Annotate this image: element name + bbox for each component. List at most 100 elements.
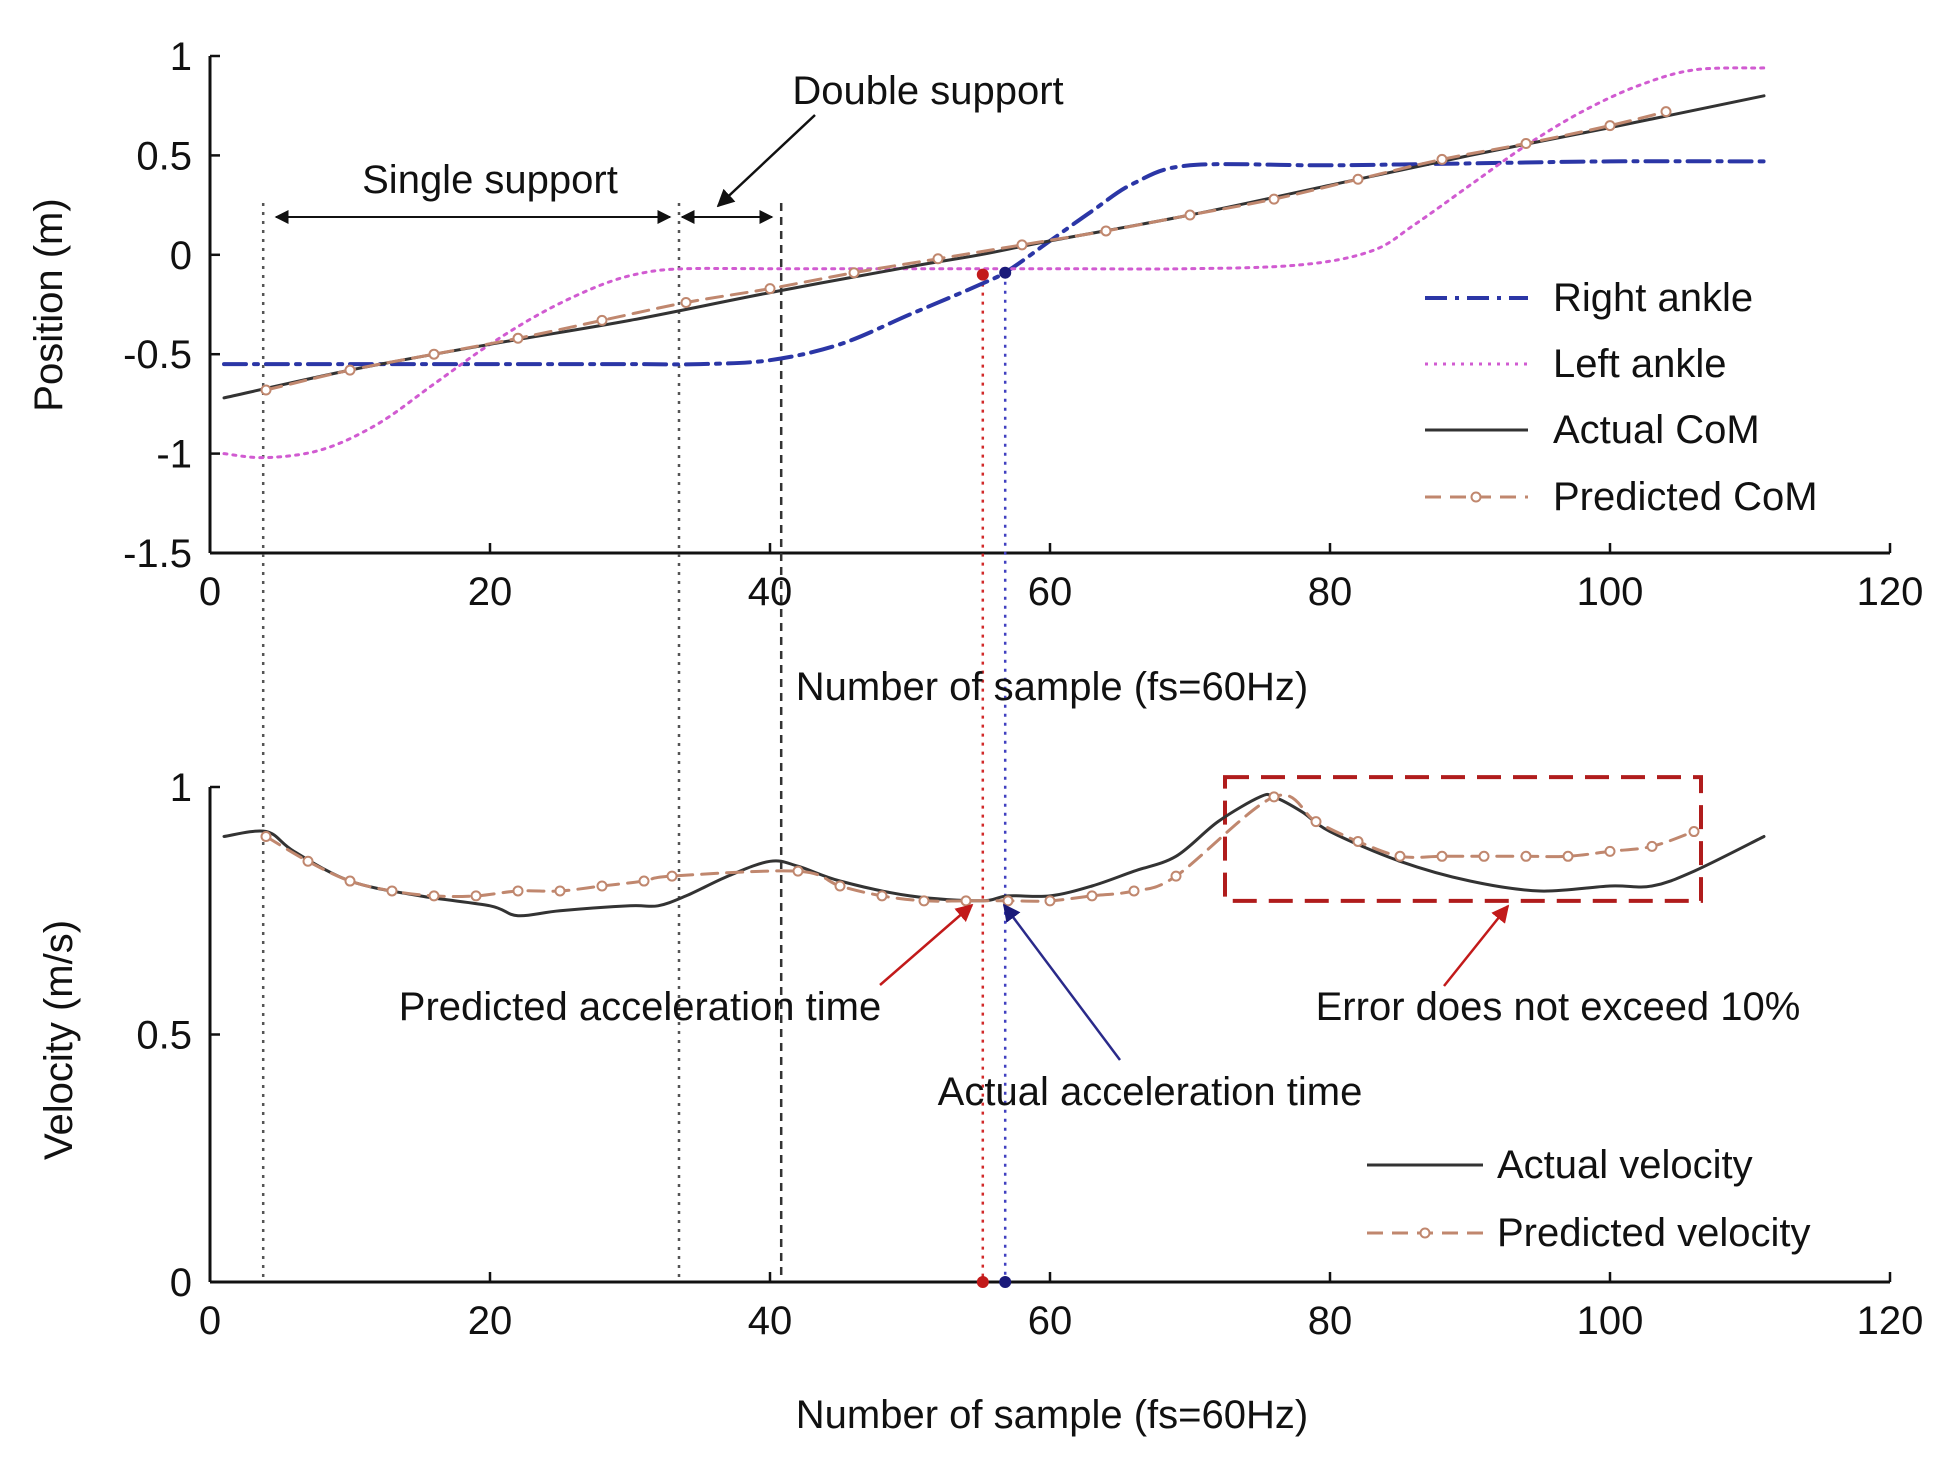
velocity-point-predicted-velocity	[1170, 870, 1182, 882]
velocity-series-group	[222, 791, 1766, 918]
position-series-left-ankle	[222, 66, 1766, 460]
velocity-point-predicted-velocity	[386, 885, 398, 897]
position-gridless-axes: 0 20 40 60 80 100 120 1 0.5 0 -0.5 -1 -1.5	[123, 35, 1923, 614]
velocity-axes: 0 20 40 60 80 100 120 1 0.5 0	[136, 766, 1923, 1343]
position-accel-marker	[976, 268, 989, 281]
velocity-error-box-group	[1223, 775, 1703, 903]
position-point-predicted-com	[1184, 209, 1196, 221]
position-y-tick-label: -0.5	[123, 333, 192, 377]
legend-marker-predicted-velocity	[1419, 1227, 1431, 1239]
legend-label-predicted-com: Predicted CoM	[1553, 475, 1818, 519]
velocity-accel-marker	[976, 1276, 989, 1288]
position-x-tick-label: 60	[1028, 570, 1073, 614]
support-annotations: Single support Double support	[274, 69, 1064, 224]
velocity-point-predicted-velocity	[344, 875, 356, 887]
velocity-point-predicted-velocity	[1436, 850, 1448, 862]
velocity-markers-group	[976, 1276, 1012, 1288]
velocity-point-predicted-velocity	[1044, 895, 1056, 907]
position-point-predicted-com	[1016, 239, 1028, 251]
velocity-y-tick-label: 0	[170, 1261, 192, 1305]
velocity-point-predicted-velocity	[1002, 895, 1014, 907]
velocity-point-predicted-velocity	[876, 890, 888, 902]
position-point-predicted-com	[512, 332, 524, 344]
velocity-point-predicted-velocity	[1128, 885, 1140, 897]
velocity-point-predicted-velocity	[1394, 850, 1406, 862]
position-point-predicted-com	[1604, 120, 1616, 132]
velocity-panel: 0 20 40 60 80 100 120 1 0.5 0 Number of sample (f…	[37, 766, 1923, 1437]
velocity-point-predicted-velocity	[1478, 850, 1490, 862]
position-point-predicted-com	[1520, 137, 1532, 149]
velocity-point-predicted-velocity	[428, 890, 440, 902]
velocity-x-tick-label: 120	[1857, 1299, 1924, 1343]
velocity-point-predicted-velocity	[918, 895, 930, 907]
position-x-tick-label: 0	[199, 570, 221, 614]
velocity-x-tick-label: 100	[1577, 1299, 1644, 1343]
legend-item-right-ankle: Right ankle	[1425, 276, 1753, 320]
legend-item-actual-com: Actual CoM	[1425, 408, 1760, 452]
position-x-tick-label: 80	[1308, 570, 1353, 614]
position-legend: Right ankle Left ankle Actual CoM Predic…	[1425, 276, 1818, 519]
position-point-predicted-com	[1100, 225, 1112, 237]
position-point-predicted-com	[344, 364, 356, 376]
position-series-group	[222, 66, 1766, 460]
velocity-point-predicted-velocity	[302, 855, 314, 867]
position-y-tick-label: 0.5	[136, 134, 192, 178]
position-point-predicted-com	[1352, 173, 1364, 185]
legend-label-right-ankle: Right ankle	[1553, 276, 1753, 320]
velocity-legend: Actual velocity Predicted velocity	[1367, 1143, 1810, 1255]
predicted-accel-arrow	[879, 903, 974, 986]
velocity-point-predicted-velocity	[1562, 850, 1574, 862]
position-point-predicted-com	[428, 348, 440, 360]
legend-label-actual-velocity: Actual velocity	[1497, 1143, 1753, 1187]
legend-label-predicted-velocity: Predicted velocity	[1497, 1211, 1810, 1255]
velocity-point-predicted-velocity	[792, 865, 804, 877]
position-point-predicted-com	[1660, 106, 1672, 118]
single-support-label: Single support	[362, 158, 618, 202]
velocity-x-tick-label: 20	[468, 1299, 513, 1343]
velocity-point-predicted-velocity	[666, 870, 678, 882]
legend-label-left-ankle: Left ankle	[1553, 342, 1726, 386]
position-point-predicted-com	[260, 384, 272, 396]
position-point-predicted-com	[1436, 153, 1448, 165]
velocity-annotations: Predicted acceleration time Actual accel…	[399, 903, 1800, 1114]
position-x-tick-label: 100	[1577, 570, 1644, 614]
position-panel: 0 20 40 60 80 100 120 1 0.5 0 -0.5 -1 -1.5 Number of…	[27, 35, 1923, 1282]
position-point-predicted-com	[596, 314, 608, 326]
error-arrow	[1443, 904, 1510, 987]
velocity-point-predicted-velocity	[470, 890, 482, 902]
velocity-x-tick-label: 0	[199, 1299, 221, 1343]
legend-label-actual-com: Actual CoM	[1553, 408, 1760, 452]
velocity-point-predicted-velocity	[260, 831, 272, 842]
velocity-point-predicted-velocity	[554, 885, 566, 897]
position-x-tick-label: 40	[748, 570, 793, 614]
position-x-tick-label: 20	[468, 570, 513, 614]
velocity-point-predicted-velocity	[1688, 826, 1700, 838]
velocity-x-tick-label: 40	[748, 1299, 793, 1343]
velocity-y-tick-label: 0.5	[136, 1014, 192, 1058]
legend-item-left-ankle: Left ankle	[1425, 342, 1726, 386]
actual-accel-arrow	[1002, 903, 1122, 1061]
position-x-tick-label: 120	[1857, 570, 1924, 614]
position-x-axis-label: Number of sample (fs=60Hz)	[796, 665, 1308, 709]
velocity-x-tick-label: 60	[1028, 1299, 1073, 1343]
velocity-point-predicted-velocity	[1646, 840, 1658, 852]
position-point-predicted-com	[680, 297, 692, 309]
double-support-pointer	[716, 114, 816, 208]
velocity-y-axis-label: Velocity (m/s)	[37, 920, 81, 1160]
velocity-point-predicted-velocity	[1086, 890, 1098, 902]
velocity-series-predicted-velocity	[264, 793, 1696, 903]
legend-item-predicted-velocity: Predicted velocity	[1367, 1211, 1810, 1255]
velocity-point-predicted-velocity	[1268, 791, 1280, 803]
velocity-point-predicted-velocity	[1310, 816, 1322, 828]
position-y-tick-label: -1.5	[123, 532, 192, 576]
velocity-accel-marker	[999, 1276, 1012, 1288]
legend-marker-predicted-com	[1470, 491, 1482, 503]
velocity-point-predicted-velocity	[1604, 845, 1616, 857]
legend-item-predicted-com: Predicted CoM	[1425, 475, 1818, 519]
position-point-predicted-com	[848, 267, 860, 279]
legend-item-actual-velocity: Actual velocity	[1367, 1143, 1753, 1187]
velocity-point-predicted-velocity	[1352, 835, 1364, 847]
velocity-series-actual-velocity	[222, 792, 1766, 918]
actual-accel-label: Actual acceleration time	[938, 1070, 1363, 1114]
